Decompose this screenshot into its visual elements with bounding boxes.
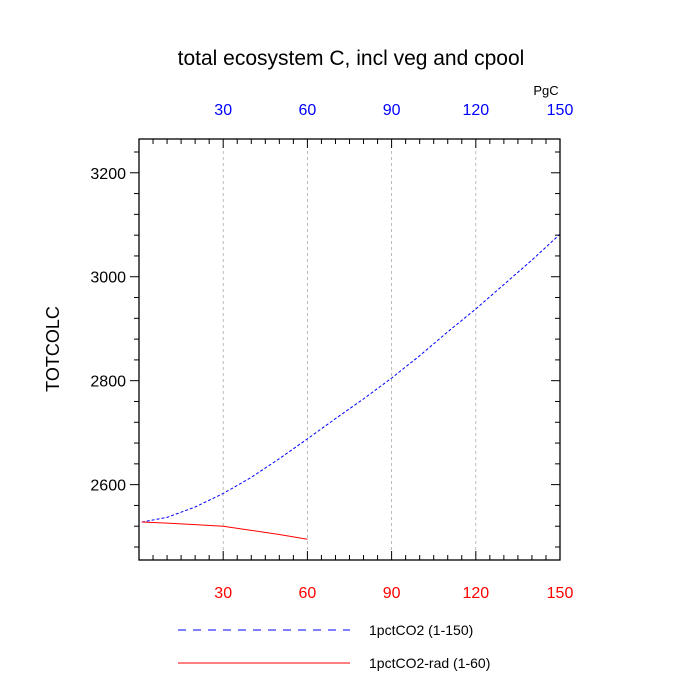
legend-label-2: 1pctCO2-rad (1-60) bbox=[369, 655, 490, 671]
x-top-tick-label: 120 bbox=[462, 102, 489, 119]
units-label: PgC bbox=[533, 83, 558, 98]
x-top-tick-label: 90 bbox=[383, 102, 401, 119]
x-tick-label: 90 bbox=[383, 585, 401, 602]
series-line-2 bbox=[141, 521, 308, 540]
legend: 1pctCO2 (1-150) 1pctCO2-rad (1-60) bbox=[178, 622, 490, 671]
plot-series bbox=[141, 233, 561, 540]
x-top-tick-label: 150 bbox=[547, 102, 574, 119]
y-tick-label: 3200 bbox=[90, 166, 126, 183]
y-tick-label: 3000 bbox=[90, 270, 126, 287]
x-tick-label: 120 bbox=[462, 585, 489, 602]
x-tick-label: 30 bbox=[214, 585, 232, 602]
chart-title: total ecosystem C, incl veg and cpool bbox=[178, 47, 525, 70]
legend-label-1: 1pctCO2 (1-150) bbox=[369, 622, 473, 638]
y-axis-label: TOTCOLC bbox=[43, 306, 63, 392]
axis-ticks: 30 30 60 60 90 90 120 120 150 150 2600 2800 3000 3200 bbox=[90, 102, 573, 602]
x-tick-label: 60 bbox=[299, 585, 317, 602]
series-line-1 bbox=[141, 233, 561, 523]
y-tick-label: 2600 bbox=[90, 478, 126, 495]
x-top-tick-label: 30 bbox=[214, 102, 232, 119]
grid-lines bbox=[222, 139, 477, 560]
y-tick-label: 2800 bbox=[90, 374, 126, 391]
plot-frame bbox=[138, 138, 561, 561]
x-top-tick-label: 60 bbox=[299, 102, 317, 119]
x-tick-label: 150 bbox=[547, 585, 574, 602]
